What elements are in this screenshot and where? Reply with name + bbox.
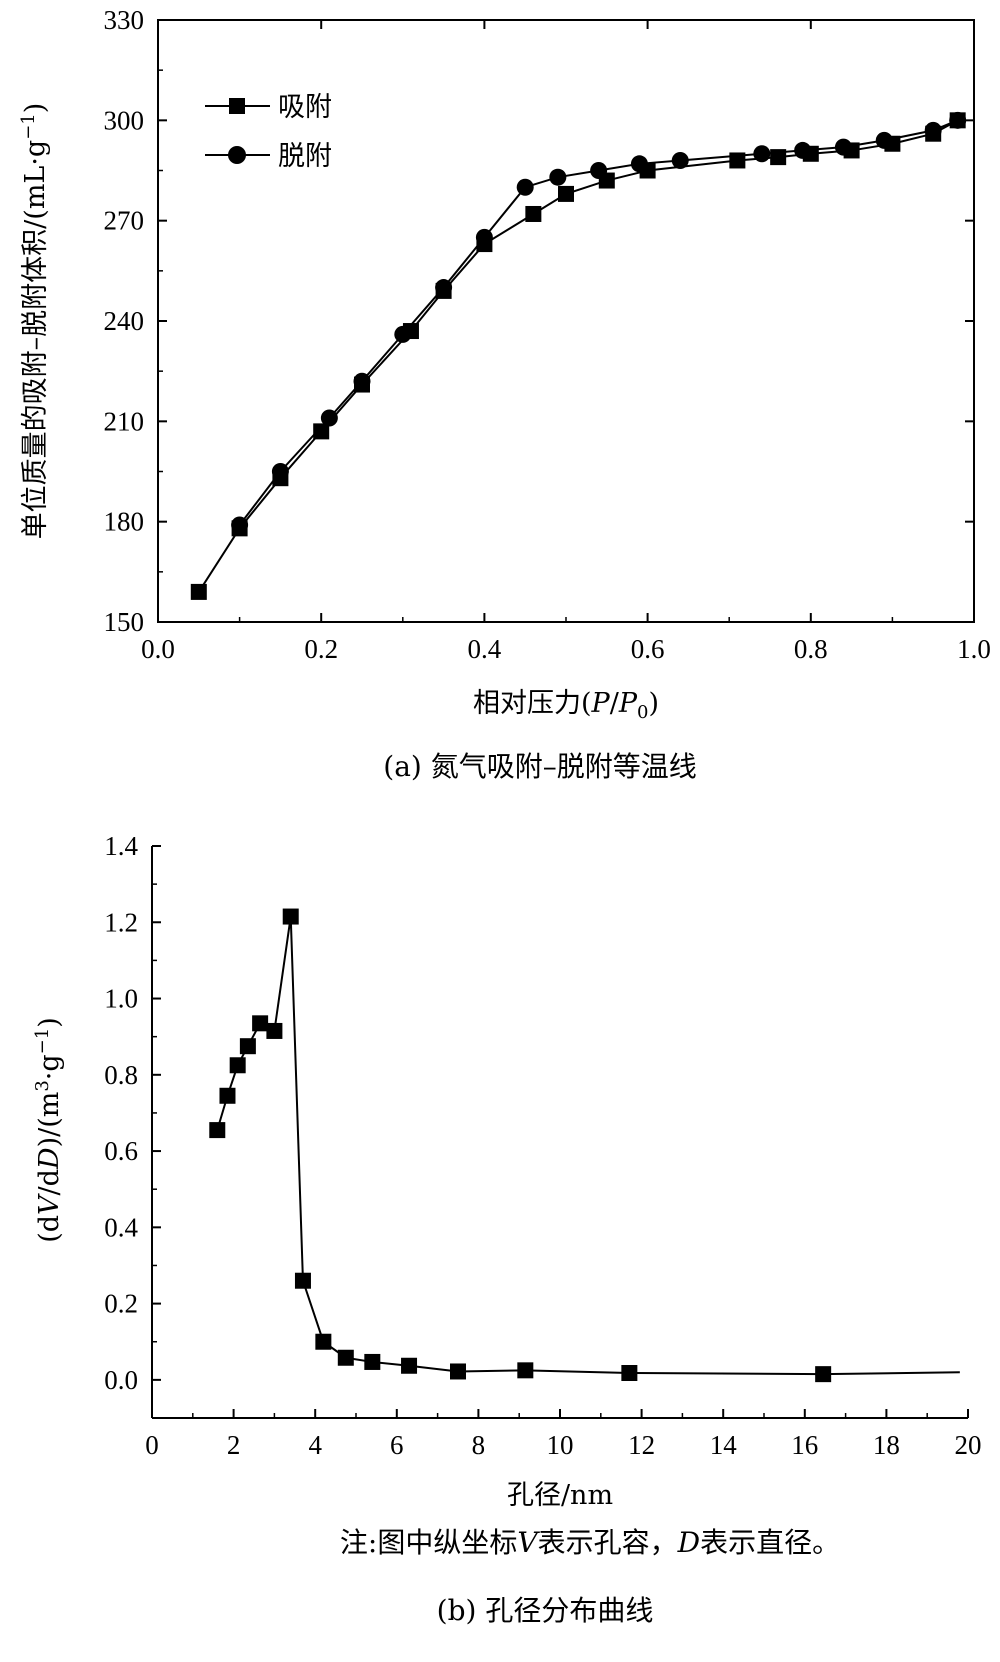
- data-point: [252, 1015, 269, 1032]
- y-tick-label: 330: [104, 5, 145, 35]
- y-tick-label: 270: [104, 206, 145, 236]
- x-tick-label: 10: [547, 1430, 574, 1460]
- x-tick-label: 6: [390, 1430, 404, 1460]
- y-tick-label: 300: [104, 105, 145, 135]
- data-point: [364, 1353, 381, 1370]
- data-point: [239, 1038, 256, 1055]
- data-point: [315, 1333, 332, 1350]
- panel-a-y-axis-label: 单位质量的吸附–脱附体积/(mL·g−1): [18, 103, 51, 540]
- data-point-desorption: [516, 178, 534, 196]
- panel-b-y-ticks: 0.0 0.2 0.4 0.6 0.8 1.0 1.2 1.4: [104, 831, 161, 1395]
- panel-a-caption: (a) 氮气吸附–脱附等温线: [383, 750, 696, 783]
- data-point-desorption: [394, 325, 412, 343]
- legend-marker-circle: [228, 146, 246, 164]
- data-point: [337, 1349, 354, 1366]
- data-point: [517, 1362, 534, 1379]
- data-point: [401, 1357, 418, 1374]
- data-point-adsorption: [313, 423, 330, 440]
- y-tick-label: 210: [104, 406, 145, 436]
- data-point: [209, 1122, 226, 1139]
- x-tick-label: 0.2: [304, 634, 338, 664]
- panel-a-isotherm: 150 180 210 240 270 300 330 0.0 0.2 0.4 0.6 0.8 1.0…: [18, 5, 991, 783]
- x-tick-label: 0: [145, 1430, 159, 1460]
- data-point-desorption: [949, 111, 967, 129]
- x-tick-label: 8: [472, 1430, 486, 1460]
- x-tick-label: 14: [710, 1430, 738, 1460]
- x-tick-label: 4: [308, 1430, 322, 1460]
- x-tick-label: 0.0: [141, 634, 175, 664]
- data-point-desorption: [590, 162, 608, 179]
- y-tick-label: 180: [104, 507, 145, 537]
- x-tick-label: 1.0: [957, 634, 991, 664]
- panel-a-x-axis-label: 相对压力(P/P0): [473, 688, 659, 723]
- legend-marker-square: [229, 98, 245, 114]
- x-tick-label: 12: [628, 1430, 655, 1460]
- panel-b-series: [209, 908, 960, 1383]
- data-point: [282, 908, 299, 925]
- y-tick-label: 150: [104, 607, 145, 637]
- data-point: [815, 1366, 832, 1383]
- x-tick-label: 0.8: [794, 634, 828, 664]
- data-point-adsorption: [558, 185, 574, 202]
- data-point-desorption: [231, 516, 249, 534]
- y-tick-label: 1.2: [104, 907, 138, 937]
- data-point-desorption: [753, 145, 771, 163]
- data-point-desorption: [435, 279, 453, 297]
- y-tick-label: 0.2: [104, 1289, 138, 1319]
- series-line-adsorption: [197, 119, 959, 593]
- series-line-pore-distribution: [216, 916, 960, 1376]
- data-point-desorption: [271, 463, 289, 480]
- data-point-desorption: [320, 409, 338, 427]
- data-point-adsorption: [190, 583, 207, 600]
- data-point-desorption: [353, 372, 371, 390]
- data-point: [219, 1087, 236, 1104]
- legend-label-adsorption: 吸附: [278, 92, 332, 123]
- legend-label-desorption: 脱附: [278, 141, 332, 172]
- y-tick-label: 1.0: [104, 984, 138, 1014]
- data-point-desorption: [875, 131, 893, 149]
- data-point-adsorption: [525, 205, 542, 222]
- data-point-desorption: [924, 121, 942, 139]
- x-tick-label: 0.4: [468, 634, 502, 664]
- panel-b-y-axis-label: (dV/dD)/(m3·g−1): [32, 1017, 65, 1243]
- y-tick-label: 0.8: [104, 1060, 138, 1090]
- data-point-desorption: [630, 155, 648, 173]
- x-tick-label: 18: [873, 1430, 900, 1460]
- data-point: [266, 1022, 283, 1039]
- panel-b-note: 注:图中纵坐标V表示孔容，D表示直径。: [340, 1526, 840, 1559]
- panel-b-pore-distribution: 0.0 0.2 0.4 0.6 0.8 1.0 1.2 1.4 0 2 4 6 8 10 12 14 16 18…: [32, 831, 982, 1627]
- data-point-desorption: [794, 141, 812, 159]
- data-point: [621, 1365, 638, 1382]
- panel-a-x-ticks: 0.0 0.2 0.4 0.6 0.8 1.0: [141, 20, 991, 664]
- data-point: [229, 1057, 246, 1074]
- data-point-desorption: [671, 151, 689, 169]
- y-tick-label: 0.0: [104, 1365, 138, 1395]
- x-tick-label: 16: [791, 1430, 818, 1460]
- panel-a-legend: 吸附 脱附: [205, 92, 332, 172]
- panel-b-x-axis-label: 孔径/nm: [507, 1480, 613, 1511]
- y-tick-label: 1.4: [104, 831, 138, 861]
- data-point-desorption: [475, 228, 493, 246]
- y-tick-label: 0.6: [104, 1136, 138, 1166]
- data-point-desorption: [834, 138, 852, 156]
- x-tick-label: 2: [227, 1430, 241, 1460]
- series-line-desorption: [238, 119, 959, 526]
- panel-b-x-ticks: 0 2 4 6 8 10 12 14 16 18 20: [145, 1409, 982, 1460]
- data-point: [450, 1363, 466, 1380]
- y-tick-label: 240: [104, 306, 145, 336]
- panel-a-series: [190, 111, 967, 600]
- panel-a-y-ticks: 150 180 210 240 270 300 330: [104, 5, 974, 637]
- data-point: [294, 1272, 311, 1289]
- panel-b-caption: (b) 孔径分布曲线: [437, 1594, 654, 1627]
- x-tick-label: 0.6: [631, 634, 665, 664]
- y-tick-label: 0.4: [104, 1212, 138, 1242]
- data-point-desorption: [549, 168, 567, 186]
- x-tick-label: 20: [955, 1430, 982, 1460]
